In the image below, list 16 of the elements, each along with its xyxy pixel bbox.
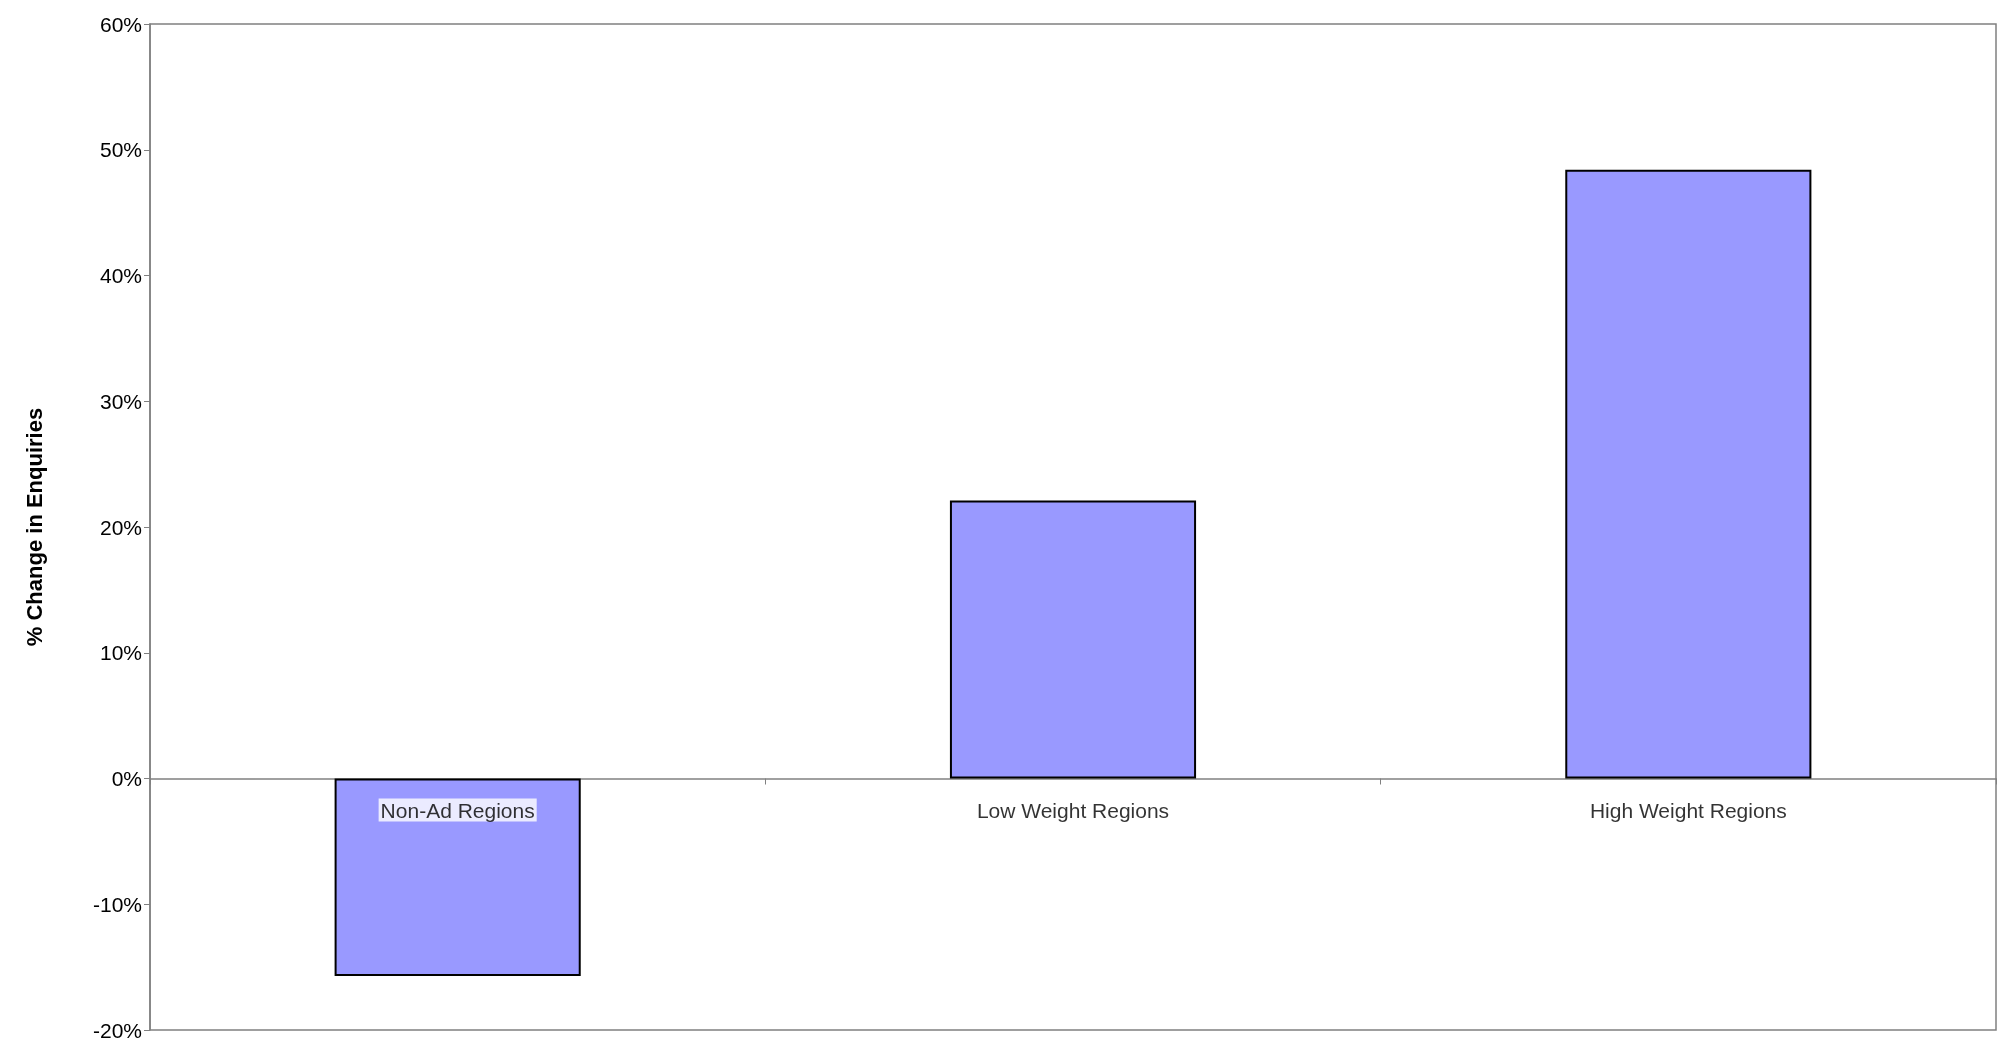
bar: [334, 778, 581, 976]
y-tick-label: 50%: [99, 138, 142, 162]
x-tick-label: High Weight Regions: [1589, 798, 1787, 822]
y-tick-label: 20%: [99, 515, 142, 539]
y-tick-label: -20%: [92, 1018, 142, 1042]
y-tick-label: 0%: [111, 767, 142, 790]
y-tick-label: 60%: [99, 12, 142, 36]
y-tick-label: 10%: [99, 641, 142, 665]
bar: [1565, 169, 1812, 779]
bar: [949, 500, 1197, 779]
x-tick-label: Low Weight Regions: [976, 798, 1170, 822]
y-tick-label: -10%: [92, 892, 142, 916]
y-tick-label: 30%: [99, 389, 142, 413]
y-tick-label: 40%: [99, 264, 142, 287]
x-tick-label: Non-Ad Regions: [380, 798, 535, 822]
y-axis-title: % Change in Enquiries: [21, 407, 47, 647]
